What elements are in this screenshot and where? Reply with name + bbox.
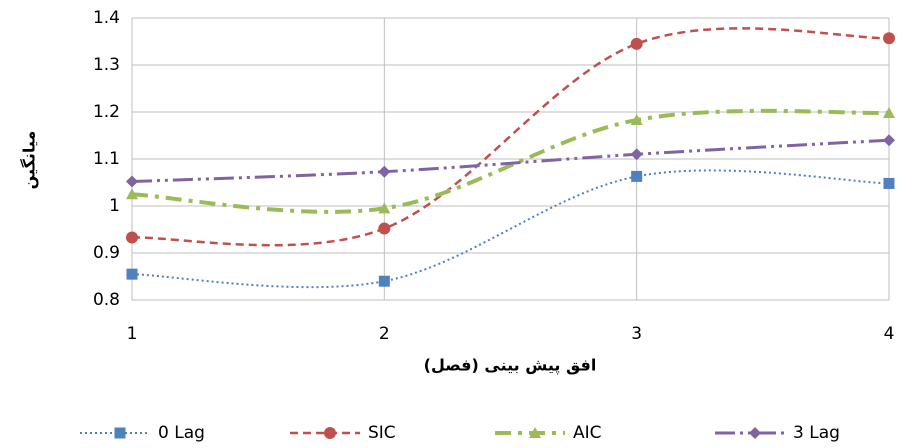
marker xyxy=(883,177,895,189)
x-tick-label: 2 xyxy=(379,324,390,344)
marker xyxy=(126,268,138,280)
marker xyxy=(630,113,643,125)
legend-label: 3 Lag xyxy=(793,423,840,443)
x-axis-title: افق پیش بینی (فصل) xyxy=(424,356,597,376)
y-tick-label: 1.2 xyxy=(93,102,120,122)
series-line xyxy=(131,108,890,214)
marker xyxy=(630,37,643,50)
marker xyxy=(126,175,138,188)
marker xyxy=(378,275,390,287)
legend-marker xyxy=(324,427,336,439)
x-tick-label: 3 xyxy=(631,324,642,344)
legend-marker xyxy=(114,427,126,439)
marker xyxy=(126,188,138,200)
x-tick-label: 1 xyxy=(127,324,138,344)
legend-label: AIC xyxy=(573,423,602,443)
y-tick-label: 1 xyxy=(109,196,120,216)
y-tick-label: 0.8 xyxy=(93,290,120,310)
x-tick-label: 4 xyxy=(884,324,895,344)
marker xyxy=(883,106,895,118)
marker xyxy=(378,165,391,178)
marker xyxy=(883,32,895,45)
marker xyxy=(378,202,391,214)
marker xyxy=(630,148,643,161)
marker xyxy=(631,170,643,182)
series-line xyxy=(131,27,890,247)
y-axis-title: میانگین xyxy=(20,131,39,190)
y-tick-label: 1.1 xyxy=(93,149,120,169)
marker xyxy=(883,134,895,147)
legend-label: 0 Lag xyxy=(158,423,205,443)
legend-marker xyxy=(749,427,761,439)
legend-label: SIC xyxy=(368,423,396,443)
marker xyxy=(378,222,391,235)
series-line xyxy=(131,169,890,289)
y-tick-label: 1.3 xyxy=(93,55,120,75)
y-tick-label: 0.9 xyxy=(93,243,120,263)
legend-marker xyxy=(529,427,541,438)
marker xyxy=(126,231,138,244)
series-line xyxy=(131,138,890,184)
y-tick-label: 1.4 xyxy=(93,8,120,28)
